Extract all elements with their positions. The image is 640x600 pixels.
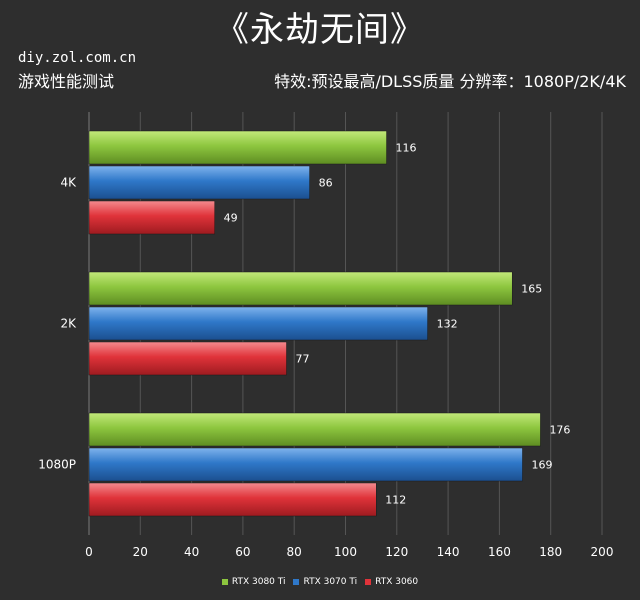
x-tick-label: 20 xyxy=(133,545,148,559)
data-label: 169 xyxy=(531,459,552,472)
legend-item: RTX 3060 xyxy=(365,577,418,588)
data-label: 176 xyxy=(549,424,570,437)
legend-swatch xyxy=(221,579,228,585)
y-category-label: 4K xyxy=(60,176,77,190)
y-category-label: 2K xyxy=(60,317,77,331)
chart-subtitle-right: 特效:预设最高/DLSS质量 分辨率：1080P/2K/4K xyxy=(274,72,626,91)
bar-rtx-3060-2k xyxy=(88,341,287,376)
x-tick-label: 160 xyxy=(488,545,511,559)
x-tick-label: 60 xyxy=(235,545,250,559)
data-label: 116 xyxy=(396,142,417,155)
bar-rtx-3080-ti-1080p xyxy=(88,412,541,447)
chart-subtitle-left: 游戏性能测试 xyxy=(18,72,115,91)
y-category-label: 1080P xyxy=(38,458,76,472)
bar-rtx-3060-4k xyxy=(88,200,215,235)
x-tick-label: 80 xyxy=(287,545,302,559)
data-label: 165 xyxy=(521,283,542,296)
bar-rtx-3070-ti-1080p xyxy=(88,447,523,482)
data-label: 86 xyxy=(319,177,333,190)
bar-rtx-3070-ti-4k xyxy=(88,165,310,200)
x-tick-label: 200 xyxy=(591,545,614,559)
bar-rtx-3080-ti-2k xyxy=(88,271,513,306)
x-tick-label: 100 xyxy=(334,545,357,559)
bar-rtx-3080-ti-4k xyxy=(88,130,387,165)
data-label: 112 xyxy=(385,494,406,507)
data-label: 132 xyxy=(437,318,458,331)
legend: RTX 3080 Ti RTX 3070 Ti RTX 3060 xyxy=(0,577,640,588)
legend-label: RTX 3070 Ti xyxy=(303,577,358,587)
x-tick-label: 40 xyxy=(184,545,199,559)
bar-rtx-3060-1080p xyxy=(88,482,377,517)
chart-title: 《永劫无间》 xyxy=(215,10,425,50)
legend-swatch xyxy=(293,579,300,585)
data-label: 49 xyxy=(224,212,238,225)
bar-rtx-3070-ti-2k xyxy=(88,306,428,341)
x-tick-label: 180 xyxy=(539,545,562,559)
x-tick-label: 120 xyxy=(385,545,408,559)
x-tick-label: 140 xyxy=(437,545,460,559)
data-label: 77 xyxy=(296,353,310,366)
legend-item: RTX 3070 Ti xyxy=(293,577,357,588)
site-label: diy.zol.com.cn xyxy=(18,50,137,66)
x-tick-label: 0 xyxy=(85,545,93,559)
label-layer: 0 20 40 60 80 100 120 140 160 180 200 4K 116 86 49 2K 16… xyxy=(38,142,613,560)
legend-swatch xyxy=(365,579,372,585)
legend-label: RTX 3060 xyxy=(375,577,419,587)
bar-layer xyxy=(88,130,541,517)
legend-label: RTX 3080 Ti xyxy=(231,577,286,587)
legend-item: RTX 3080 Ti xyxy=(221,577,286,588)
